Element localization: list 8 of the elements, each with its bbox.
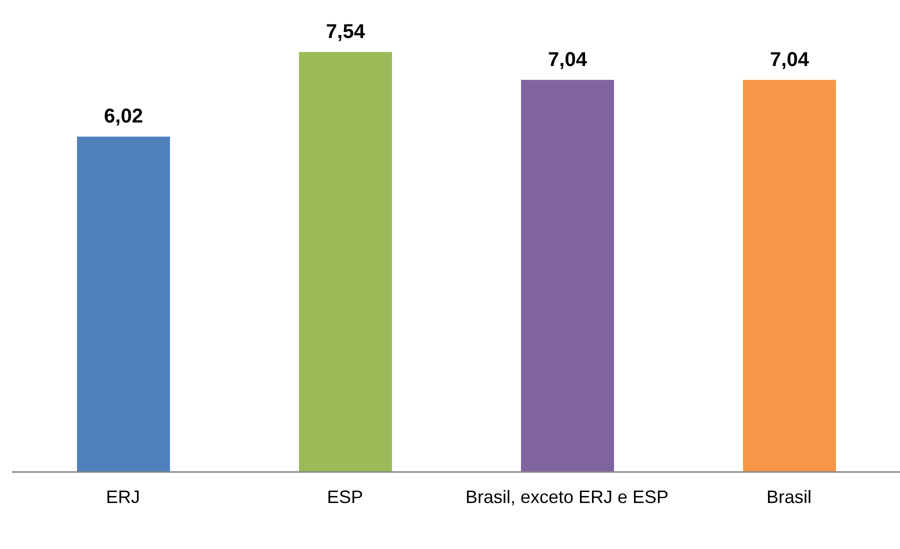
data-label: 7,54	[326, 21, 366, 43]
data-label: 7,04	[548, 48, 588, 71]
x-tick-label: Brasil, exceto ERJ e ESP	[465, 486, 669, 507]
data-label: 6,02	[104, 106, 143, 128]
data-label: 7,04	[770, 48, 810, 71]
x-tick-label: Brasil	[766, 486, 812, 507]
x-tick-label: ERJ	[106, 486, 140, 507]
x-tick-label: ESP	[326, 486, 364, 507]
